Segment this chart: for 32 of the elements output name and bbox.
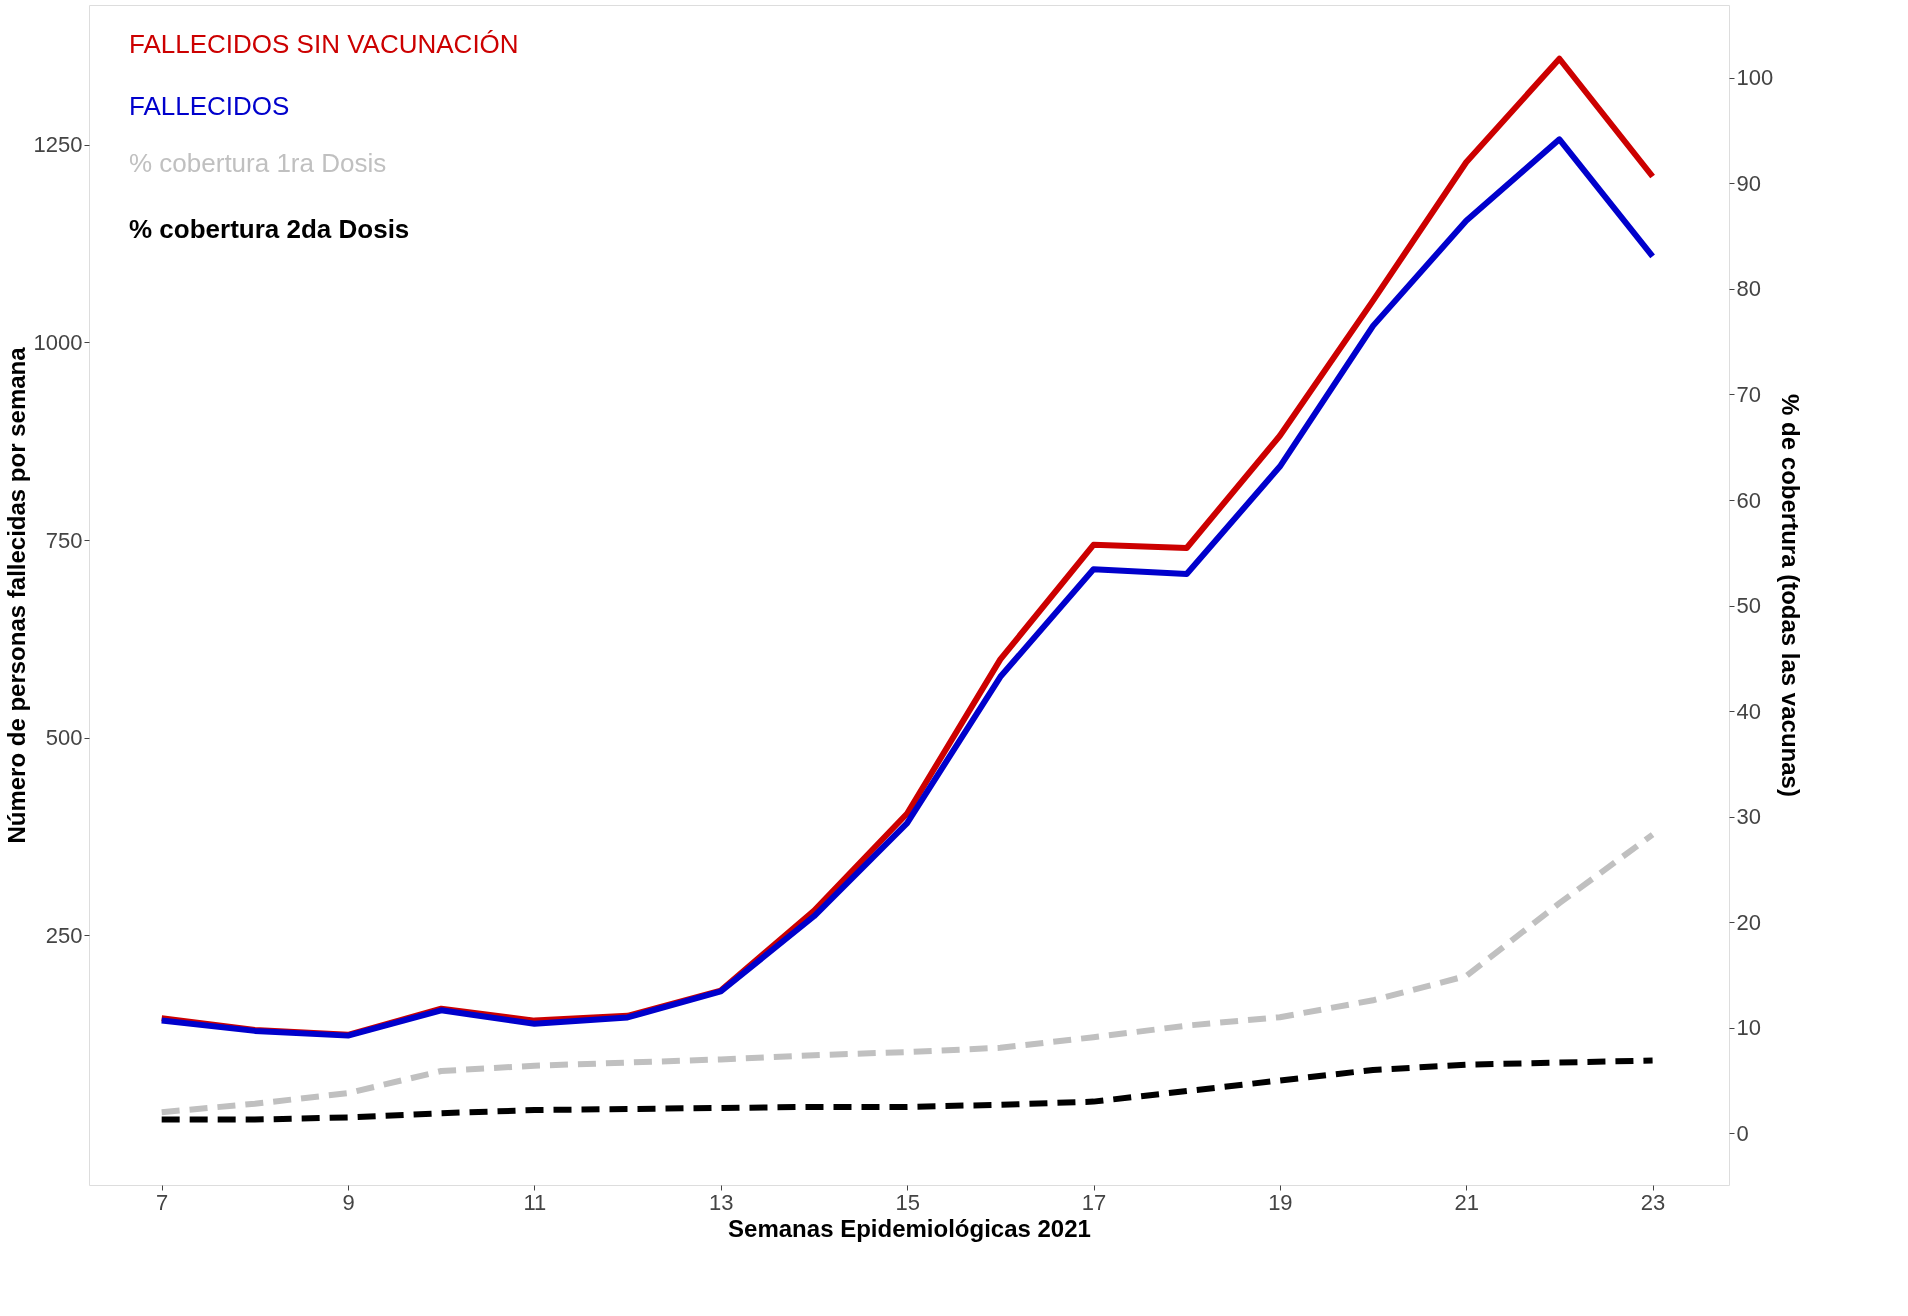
y-tick-label: 500 [45, 725, 83, 751]
y-tick-label: 750 [45, 527, 83, 553]
y-axis-title: Número de personas fallecidas por semana [2, 346, 30, 844]
x-tick-label: 9 [342, 1189, 355, 1215]
x-tick-label: 19 [1268, 1189, 1293, 1215]
y2-axis-title: % de cobertura (todas las vacunas) [1777, 394, 1805, 797]
y2-tick-label: 40 [1736, 698, 1761, 724]
x-tick-label: 13 [709, 1189, 734, 1215]
text: % cobertura 1ra Dosis [129, 148, 387, 178]
y2-tick-label: 80 [1736, 276, 1761, 302]
y2-tick-label: 50 [1736, 593, 1761, 619]
y-tick-label: 1250 [33, 132, 83, 158]
y2-tick-label: 60 [1736, 487, 1761, 513]
x-tick-label: 23 [1640, 1189, 1666, 1215]
y2-tick-label: 10 [1736, 1015, 1761, 1041]
x-tick-label: 17 [1081, 1189, 1107, 1215]
y-tick-label: 1000 [33, 329, 83, 355]
y2-tick-label: 100 [1736, 65, 1774, 91]
text: FALLECIDOS SIN VACUNACIÓN [129, 29, 519, 59]
x-tick-label: 21 [1454, 1189, 1479, 1215]
y2-tick-label: 20 [1736, 909, 1761, 935]
x-tick-label: 15 [895, 1189, 920, 1215]
x-axis-title: Semanas Epidemiológicas 2021 [728, 1214, 1091, 1242]
y2-tick-label: 30 [1736, 804, 1761, 830]
x-tick-label: 7 [156, 1189, 169, 1215]
y2-tick-label: 70 [1736, 381, 1761, 407]
x-tick-label: 11 [523, 1189, 547, 1215]
y2-tick-label: 90 [1736, 170, 1761, 196]
y2-tick-label: 0 [1736, 1120, 1749, 1146]
text: % cobertura 2da Dosis [129, 214, 410, 244]
y-tick-label: 250 [45, 922, 83, 948]
text: FALLECIDOS [129, 91, 290, 121]
